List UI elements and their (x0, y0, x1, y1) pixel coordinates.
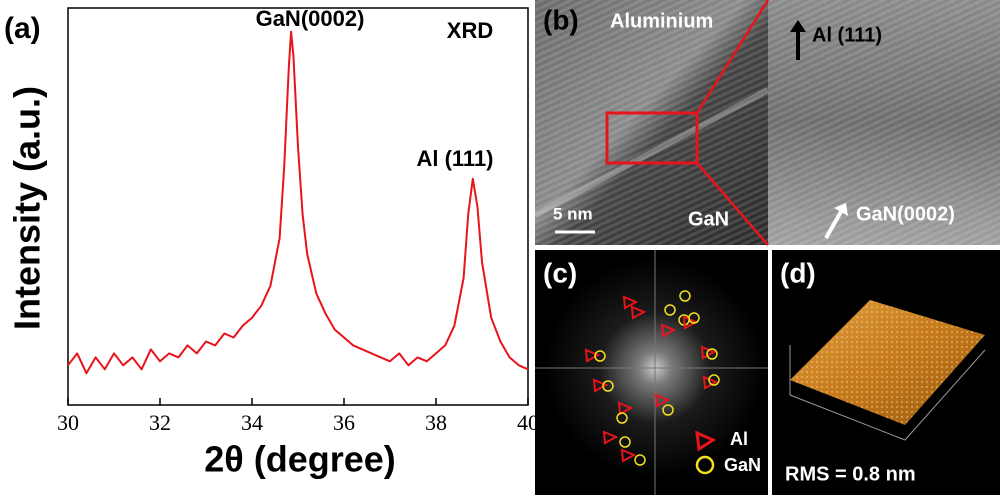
scale-label: 5 nm (553, 204, 593, 223)
zoom-label: GaN(0002) (856, 203, 955, 225)
xrd-line (67, 30, 529, 375)
annotation: GaN(0002) (256, 6, 365, 31)
fft-spot-al (700, 345, 717, 360)
fft-spot-al (620, 448, 637, 463)
arrowhead (834, 203, 848, 216)
panel-b: (b) Aluminium GaN 5 nm Al (111) GaN(0002… (533, 0, 1000, 246)
fft-spot-gan (662, 404, 674, 416)
fft-spot-al (702, 375, 719, 390)
zoom-box (605, 111, 699, 165)
legend-marker (695, 430, 717, 452)
fft-spot-al (630, 305, 647, 320)
panel-label: (c) (543, 257, 577, 288)
legend-label: Al (730, 429, 748, 449)
y-axis-label: Intensity (a.u.) (7, 86, 48, 330)
fft-spot-gan (679, 290, 691, 302)
fft-spot-gan (602, 380, 614, 392)
annotation: Al (111) (416, 146, 493, 171)
fft-spot-gan (616, 412, 628, 424)
fft-spot-al (660, 323, 677, 338)
fft-spot-gan (688, 312, 700, 324)
legend-marker (695, 455, 715, 475)
fft-spot-gan (619, 436, 631, 448)
x-tick-label: 36 (333, 410, 355, 435)
x-tick-label: 32 (149, 410, 171, 435)
rms-label: RMS = 0.8 nm (785, 463, 916, 485)
legend-label: GaN (724, 455, 761, 475)
x-tick-label: 34 (241, 410, 263, 435)
fft-spot-al (592, 378, 609, 393)
plot-frame (67, 7, 529, 406)
fft-spot-al (622, 295, 639, 310)
fringes (535, 0, 768, 245)
panel-d: (d) RMS = 0.8 nm (772, 250, 1000, 495)
x-tick-label: 40 (517, 410, 539, 435)
zoom-line (695, 0, 770, 114)
fft-spot-al (654, 393, 671, 408)
fft-spot-al (617, 401, 634, 416)
panel-label: (a) (4, 12, 41, 45)
x-tick-label: 38 (425, 410, 447, 435)
x-axis-label: 2θ (degree) (204, 439, 396, 480)
zoom-label: Al (111) (812, 24, 882, 46)
afm-axes (789, 345, 986, 441)
afm-texture (790, 300, 985, 425)
fringes (768, 0, 1000, 245)
fft-spot-gan (634, 454, 646, 466)
panel-label: (d) (780, 257, 816, 288)
annotation: XRD (447, 18, 493, 43)
x-tick-label: 30 (57, 410, 79, 435)
region-label: GaN (688, 208, 729, 230)
fft-spot-al (584, 348, 601, 363)
fft-spot-gan (708, 374, 720, 386)
panel-c: (c) Al GaN (535, 250, 768, 495)
interface (533, 87, 770, 218)
fft-spot-al (602, 430, 619, 445)
arrowhead (790, 20, 806, 32)
region-label: Aluminium (610, 10, 713, 32)
fft-spot-gan (706, 348, 718, 360)
chart-a: (a) 2θ (degree) Intensity (a.u.) GaN(000… (4, 6, 529, 480)
fft-spot-gan (664, 304, 676, 316)
zoom-line (696, 162, 769, 246)
panel-label: (b) (543, 4, 579, 35)
arrow (824, 209, 844, 239)
fft-spot-gan (594, 350, 606, 362)
